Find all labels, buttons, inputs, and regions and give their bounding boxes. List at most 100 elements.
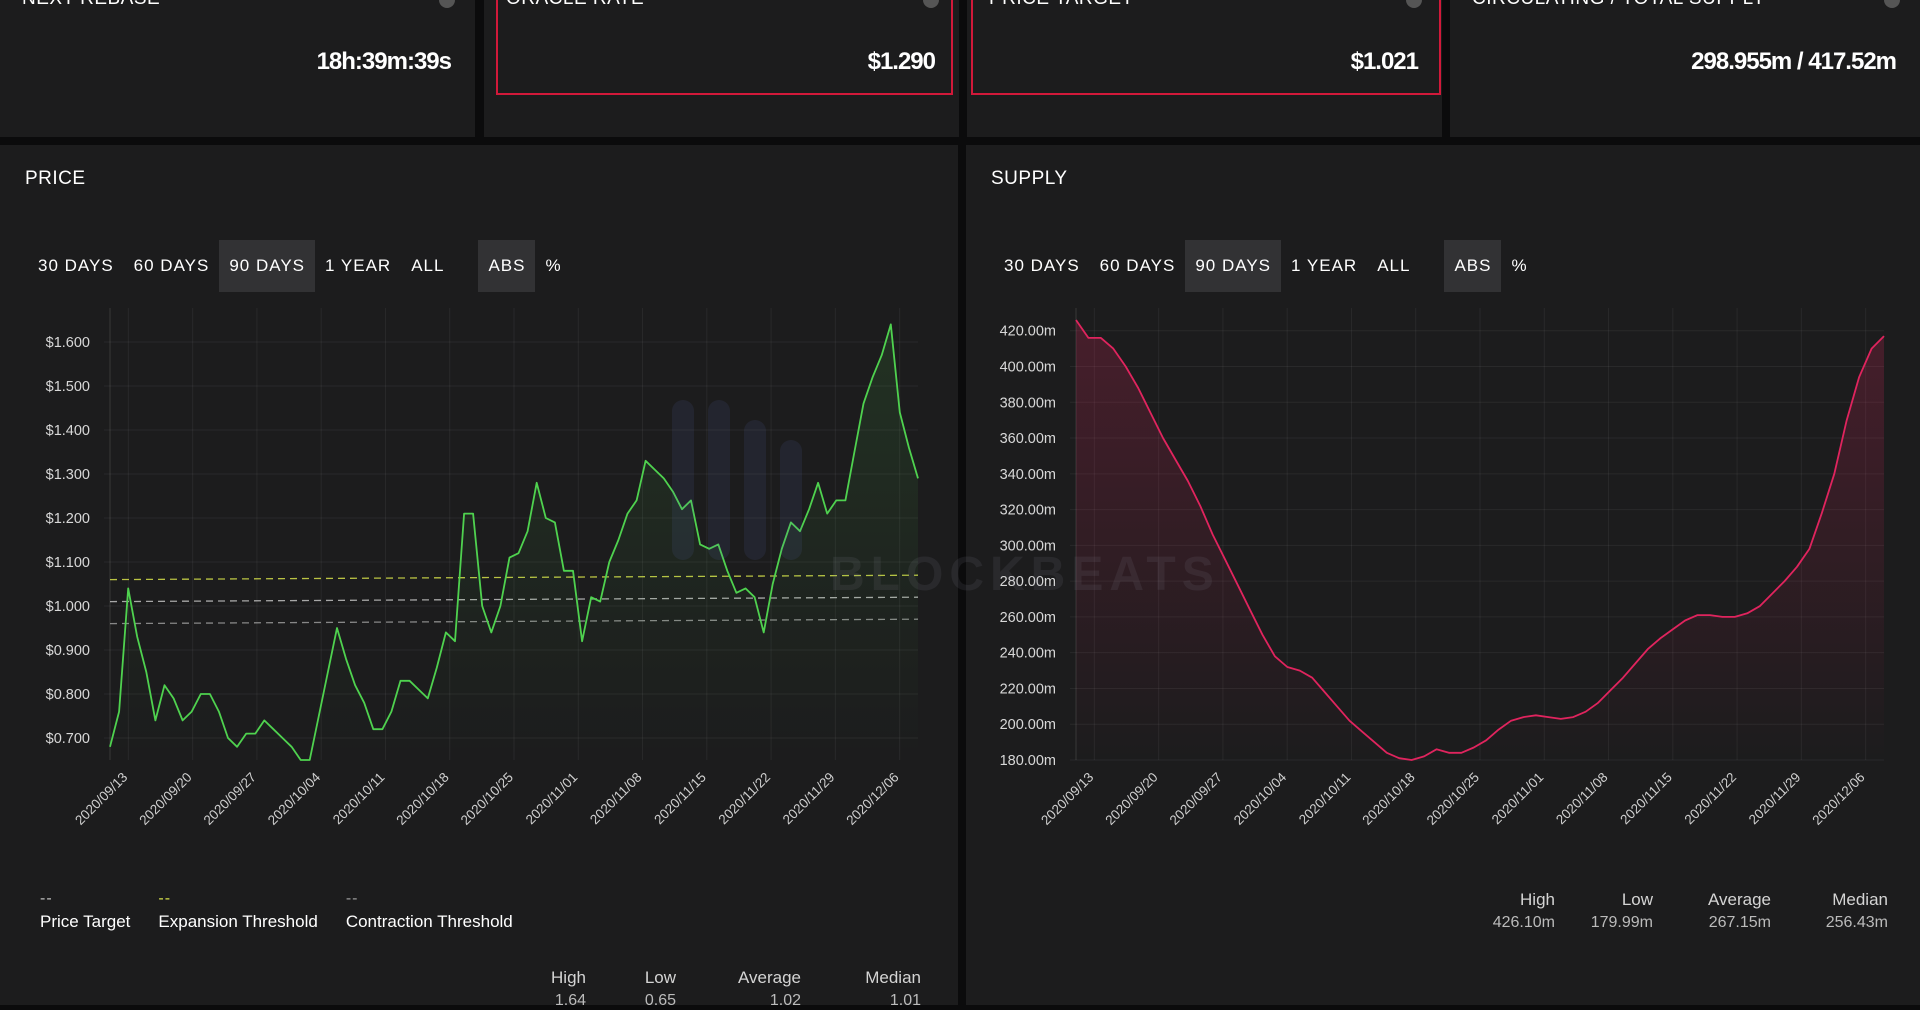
highlight-box xyxy=(496,0,953,95)
summary-median: Median 1.01 xyxy=(801,968,921,1010)
unit-selector: ABS % xyxy=(1444,240,1537,292)
unit-button-percent[interactable]: % xyxy=(545,256,562,275)
series-area xyxy=(1076,320,1884,760)
panel-title: PRICE xyxy=(25,168,86,189)
supply-controls: 30 DAYS 60 DAYS 90 DAYS 1 YEAR ALL ABS % xyxy=(994,240,1538,292)
supply-summary: High 426.10m Low 179.99m Average 267.15m Me… xyxy=(1450,890,1888,932)
x-tick-label: 2020/11/22 xyxy=(716,770,774,828)
x-tick-label: 2020/11/15 xyxy=(1617,770,1675,828)
y-tick-label: $1.600 xyxy=(46,335,90,351)
y-tick-label: 420.00m xyxy=(1000,324,1056,340)
x-tick-label: 2020/11/29 xyxy=(780,770,838,828)
unit-button-abs[interactable]: ABS xyxy=(1444,240,1502,292)
x-tick-label: 2020/11/08 xyxy=(587,770,645,828)
legend-swatch: -- xyxy=(345,890,359,907)
range-button-1-year[interactable]: 1 YEAR xyxy=(325,256,392,275)
legend-label: Contraction Threshold xyxy=(345,912,513,931)
summary-value: 1.02 xyxy=(769,992,801,1009)
y-tick-label: $1.400 xyxy=(46,423,90,439)
summary-value: 1.01 xyxy=(889,992,921,1009)
summary-average: Average 267.15m xyxy=(1653,890,1771,932)
stat-value: $1.290 xyxy=(867,48,936,75)
x-tick-label: 2020/12/06 xyxy=(1809,770,1867,828)
y-tick-label: 320.00m xyxy=(1000,503,1056,519)
x-tick-label: 2020/10/11 xyxy=(1296,770,1354,828)
stat-label: CIRCULATING / TOTAL SUPPLY xyxy=(1472,0,1766,10)
y-tick-label: 280.00m xyxy=(1000,574,1056,590)
price-chart: 2020/09/13 2020/09/20 2020/09/27 2020/10/04… xyxy=(46,308,919,828)
stat-label: PRICE TARGET xyxy=(989,0,1134,10)
stat-value: 298.955m / 417.52m xyxy=(1691,48,1897,75)
y-tick-label: 300.00m xyxy=(1000,538,1056,554)
summary-value: 179.99m xyxy=(1590,914,1653,931)
y-tick-label: $0.800 xyxy=(46,687,90,703)
x-tick-label: 2020/10/18 xyxy=(393,770,451,828)
legend-item-price-target[interactable]: -- Price Target xyxy=(40,890,130,932)
legend-label: Price Target xyxy=(40,912,131,931)
range-selector: 30 DAYS 60 DAYS 90 DAYS 1 YEAR ALL xyxy=(994,240,1420,292)
x-tick-label: 2020/10/04 xyxy=(265,769,324,828)
summary-value: 267.15m xyxy=(1708,914,1771,931)
y-tick-label: $1.200 xyxy=(46,511,90,527)
summary-median: Median 256.43m xyxy=(1771,890,1888,932)
series-area xyxy=(110,324,918,760)
range-button-30-days[interactable]: 30 DAYS xyxy=(1004,256,1080,275)
range-button-1-year[interactable]: 1 YEAR xyxy=(1291,256,1358,275)
range-button-all[interactable]: ALL xyxy=(411,256,445,275)
x-tick-label: 2020/09/20 xyxy=(136,770,194,828)
y-tick-label: 260.00m xyxy=(1000,610,1056,626)
summary-label: Low xyxy=(1621,890,1653,909)
unit-button-percent[interactable]: % xyxy=(1511,256,1528,275)
summary-label: Average xyxy=(737,968,801,987)
legend-item-contraction-threshold[interactable]: -- Contraction Threshold xyxy=(346,890,513,932)
range-button-90-days[interactable]: 90 DAYS xyxy=(1185,240,1282,292)
unit-button-abs[interactable]: ABS xyxy=(478,240,536,292)
x-tick-label: 2020/11/01 xyxy=(523,770,581,828)
legend-swatch: -- xyxy=(158,890,172,907)
x-tick-label: 2020/11/22 xyxy=(1682,770,1740,828)
x-tick-label: 2020/09/13 xyxy=(72,770,130,828)
y-tick-label: 340.00m xyxy=(1000,467,1056,483)
summary-value: 426.10m xyxy=(1492,914,1555,931)
panel-title: SUPPLY xyxy=(991,168,1068,189)
info-icon[interactable] xyxy=(1884,0,1900,8)
range-button-30-days[interactable]: 30 DAYS xyxy=(38,256,114,275)
stat-card-price-target: PRICE TARGET $1.021 xyxy=(967,0,1442,137)
info-icon[interactable] xyxy=(1406,0,1422,8)
stat-value: $1.021 xyxy=(1350,48,1419,75)
stat-card-oracle-rate: ORACLE RATE $1.290 xyxy=(484,0,959,137)
summary-value: 1.64 xyxy=(554,992,586,1009)
y-tick-label: 200.00m xyxy=(1000,717,1056,733)
legend-swatch: -- xyxy=(40,890,53,907)
stat-label: ORACLE RATE xyxy=(506,0,644,10)
legend-item-expansion-threshold[interactable]: -- Expansion Threshold xyxy=(158,890,317,932)
price-legend: -- Price Target -- Expansion Threshold -… xyxy=(40,890,513,932)
y-tick-label: $1.300 xyxy=(46,467,90,483)
x-tick-label: 2020/12/06 xyxy=(843,770,901,828)
y-tick-label: 240.00m xyxy=(1000,646,1056,662)
range-button-60-days[interactable]: 60 DAYS xyxy=(1099,256,1176,275)
price-controls: 30 DAYS 60 DAYS 90 DAYS 1 YEAR ALL ABS % xyxy=(28,240,572,292)
summary-label: Median xyxy=(865,968,921,987)
summary-high: High 1.64 xyxy=(520,968,586,1010)
summary-label: Average xyxy=(1707,890,1771,909)
x-tick-label: 2020/09/27 xyxy=(201,770,259,828)
info-icon[interactable] xyxy=(923,0,939,8)
range-button-all[interactable]: ALL xyxy=(1377,256,1411,275)
stat-label: NEXT REBASE xyxy=(22,0,160,10)
x-tick-label: 2020/09/13 xyxy=(1038,770,1096,828)
range-button-60-days[interactable]: 60 DAYS xyxy=(133,256,210,275)
x-tick-label: 2020/10/04 xyxy=(1231,769,1290,828)
stat-card-supply: CIRCULATING / TOTAL SUPPLY 298.955m / 41… xyxy=(1450,0,1920,137)
summary-label: Low xyxy=(644,968,676,987)
y-tick-label: $1.500 xyxy=(46,379,90,395)
unit-selector: ABS % xyxy=(478,240,571,292)
summary-value: 0.65 xyxy=(644,992,676,1009)
y-tick-label: 180.00m xyxy=(1000,753,1056,769)
x-tick-label: 2020/09/20 xyxy=(1102,770,1160,828)
x-tick-label: 2020/11/01 xyxy=(1489,770,1547,828)
x-tick-label: 2020/11/29 xyxy=(1746,770,1804,828)
range-button-90-days[interactable]: 90 DAYS xyxy=(219,240,316,292)
summary-low: Low 0.65 xyxy=(586,968,676,1010)
info-icon[interactable] xyxy=(439,0,455,8)
